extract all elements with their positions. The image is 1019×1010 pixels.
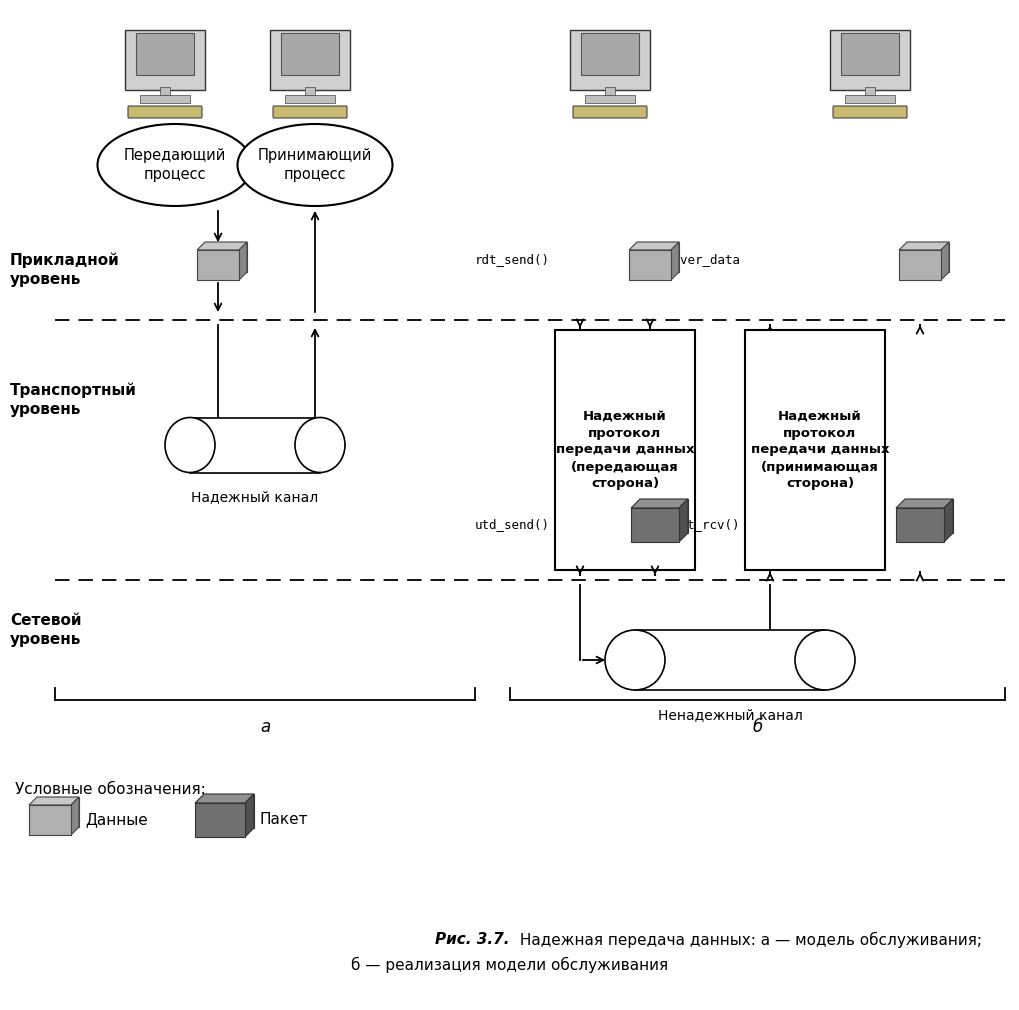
Polygon shape	[629, 242, 679, 250]
Polygon shape	[245, 794, 254, 837]
Bar	[281, 33, 339, 75]
Bar	[140, 95, 190, 103]
Text: б: б	[752, 718, 762, 736]
Bar	[865, 87, 875, 95]
Text: Принимающий
процесс: Принимающий процесс	[258, 147, 372, 183]
Bar	[570, 30, 650, 90]
Ellipse shape	[165, 417, 215, 473]
Text: Надежный
протокол
передачи данных
(принимающая
сторона): Надежный протокол передачи данных (прини…	[751, 409, 890, 491]
Polygon shape	[907, 242, 949, 272]
Bar	[125, 30, 205, 90]
Bar	[160, 87, 170, 95]
Polygon shape	[629, 250, 671, 280]
Text: Передающий
процесс: Передающий процесс	[124, 147, 226, 183]
Bar	[830, 30, 910, 90]
Polygon shape	[239, 242, 247, 280]
Polygon shape	[29, 805, 71, 835]
Bar	[190, 417, 320, 473]
Text: Прикладной
уровень: Прикладной уровень	[10, 252, 120, 287]
Text: Сетевой
уровень: Сетевой уровень	[10, 613, 82, 646]
Text: Данные: Данные	[85, 812, 148, 827]
Bar	[841, 33, 899, 75]
Polygon shape	[640, 499, 688, 533]
Text: Надежная передача данных: а — модель обслуживания;: Надежная передача данных: а — модель обс…	[515, 932, 982, 948]
Polygon shape	[896, 508, 944, 542]
Polygon shape	[944, 499, 953, 542]
Polygon shape	[899, 242, 949, 250]
Text: Пакет: Пакет	[260, 812, 309, 827]
Ellipse shape	[98, 124, 253, 206]
Polygon shape	[905, 499, 953, 533]
Bar	[136, 33, 194, 75]
FancyBboxPatch shape	[273, 106, 347, 118]
Polygon shape	[631, 508, 679, 542]
Bar	[845, 95, 895, 103]
Text: б — реализация модели обслуживания: б — реализация модели обслуживания	[352, 956, 668, 973]
Bar	[635, 630, 825, 690]
Polygon shape	[631, 499, 688, 508]
Ellipse shape	[605, 630, 665, 690]
Bar	[270, 30, 350, 90]
Bar	[605, 87, 615, 95]
Text: rdt_rcv(): rdt_rcv()	[673, 518, 740, 531]
Bar	[305, 87, 315, 95]
Polygon shape	[205, 242, 247, 272]
Polygon shape	[941, 242, 949, 280]
Text: deliver_data: deliver_data	[650, 254, 740, 267]
Ellipse shape	[237, 124, 392, 206]
Text: Ненадежный канал: Ненадежный канал	[657, 708, 802, 722]
Bar	[745, 330, 884, 570]
Text: Рис. 3.7.: Рис. 3.7.	[435, 932, 510, 947]
Polygon shape	[637, 242, 679, 272]
Polygon shape	[197, 250, 239, 280]
FancyBboxPatch shape	[833, 106, 907, 118]
FancyBboxPatch shape	[128, 106, 202, 118]
Polygon shape	[679, 499, 688, 542]
Polygon shape	[671, 242, 679, 280]
Polygon shape	[204, 794, 254, 828]
Text: Условные обозначения:: Условные обозначения:	[15, 783, 206, 798]
Polygon shape	[896, 499, 953, 508]
Text: rdt_send(): rdt_send()	[475, 254, 550, 267]
Text: Транспортный
уровень: Транспортный уровень	[10, 383, 137, 417]
Polygon shape	[195, 803, 245, 837]
Polygon shape	[29, 797, 79, 805]
Bar	[285, 95, 335, 103]
Bar	[581, 33, 639, 75]
Ellipse shape	[795, 630, 855, 690]
Text: Надежный канал: Надежный канал	[192, 490, 319, 504]
Text: utd_send(): utd_send()	[475, 518, 550, 531]
Ellipse shape	[294, 417, 345, 473]
Polygon shape	[899, 250, 941, 280]
Polygon shape	[195, 794, 254, 803]
Bar	[585, 95, 635, 103]
Bar	[555, 330, 695, 570]
Polygon shape	[197, 242, 247, 250]
Text: Надежный
протокол
передачи данных
(передающая
сторона): Надежный протокол передачи данных (перед…	[555, 409, 694, 491]
Text: а: а	[260, 718, 270, 736]
Polygon shape	[71, 797, 79, 835]
FancyBboxPatch shape	[573, 106, 647, 118]
Polygon shape	[37, 797, 79, 827]
